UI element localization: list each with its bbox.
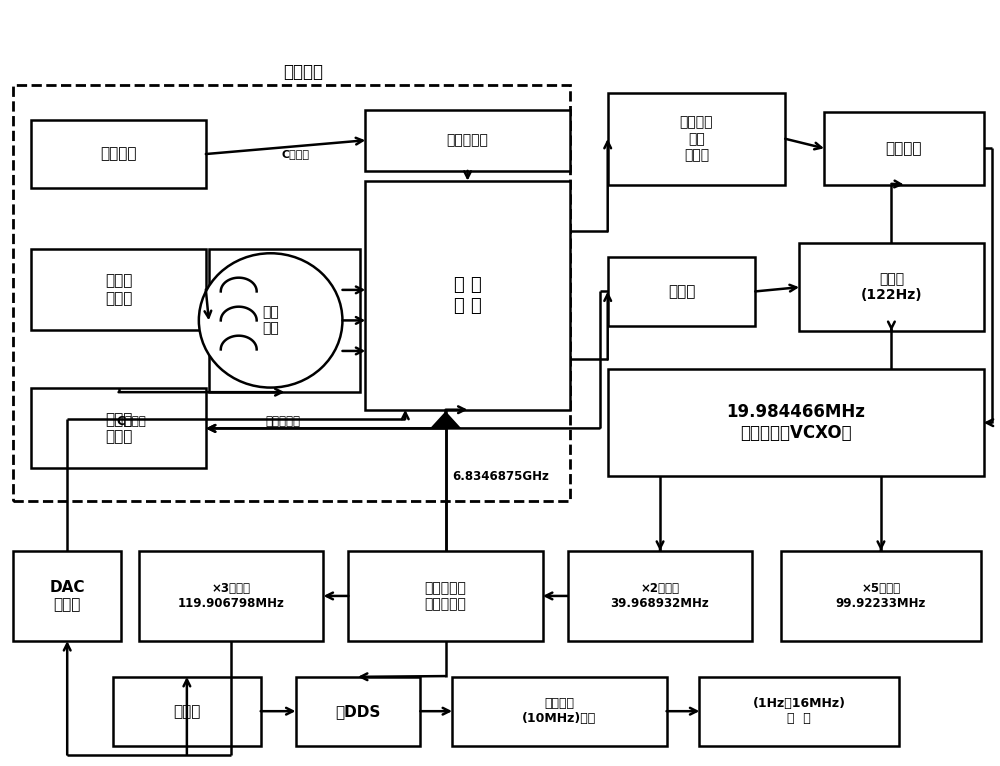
Bar xyxy=(365,181,570,410)
Bar xyxy=(365,110,570,171)
Text: 铷灯激
励电路: 铷灯激 励电路 xyxy=(105,273,132,306)
Bar xyxy=(113,677,261,745)
Bar xyxy=(452,677,667,745)
Polygon shape xyxy=(430,411,461,428)
Bar xyxy=(31,388,206,469)
Text: C场电流: C场电流 xyxy=(116,414,146,427)
Text: 同步鉴相: 同步鉴相 xyxy=(886,141,922,155)
Text: 控制器: 控制器 xyxy=(173,704,201,719)
Text: DAC
电流源: DAC 电流源 xyxy=(49,580,85,612)
Ellipse shape xyxy=(199,254,342,388)
Bar xyxy=(608,257,755,326)
Bar xyxy=(608,93,785,185)
Text: 铷光
谱灯: 铷光 谱灯 xyxy=(262,306,279,336)
Bar xyxy=(139,551,323,641)
Text: 6.8346875GHz: 6.8346875GHz xyxy=(452,470,549,483)
Text: 19.984466MHz
压控晶振（VCXO）: 19.984466MHz 压控晶振（VCXO） xyxy=(726,403,865,442)
Text: ×3倍频器
119.906798MHz: ×3倍频器 119.906798MHz xyxy=(178,582,285,610)
Text: 物理系统: 物理系统 xyxy=(283,63,323,80)
Text: 控温控制: 控温控制 xyxy=(100,146,137,162)
Text: 铷 吸
收 泡: 铷 吸 收 泡 xyxy=(454,276,481,315)
Text: 恒温控
制电路: 恒温控 制电路 xyxy=(105,412,132,444)
Bar xyxy=(296,677,420,745)
Text: (1Hz～16MHz)
输  出: (1Hz～16MHz) 输 出 xyxy=(753,697,846,725)
Text: 光电池: 光电池 xyxy=(668,284,695,299)
Bar xyxy=(568,551,752,641)
Bar xyxy=(31,119,206,188)
Bar xyxy=(13,85,570,501)
Bar xyxy=(781,551,981,641)
Bar xyxy=(209,249,360,392)
Bar xyxy=(348,551,543,641)
Bar xyxy=(13,551,121,641)
Bar xyxy=(799,244,984,331)
Text: 防跃二极管: 防跃二极管 xyxy=(266,414,301,427)
Text: 分频器
(122Hz): 分频器 (122Hz) xyxy=(861,272,922,303)
Text: 调制信号产
生与调相器: 调制信号产 生与调相器 xyxy=(425,581,467,611)
Text: 误差信号
前置
放大器: 误差信号 前置 放大器 xyxy=(680,116,713,162)
Text: ×2倍频器
39.968932MHz: ×2倍频器 39.968932MHz xyxy=(611,582,709,610)
Text: ×5倍频器
99.92233MHz: ×5倍频器 99.92233MHz xyxy=(836,582,926,610)
Bar xyxy=(608,369,984,476)
Text: 微波谐振腔: 微波谐振腔 xyxy=(447,133,489,147)
Text: 窄带滤波
(10MHz)输出: 窄带滤波 (10MHz)输出 xyxy=(522,697,596,725)
Text: 双DDS: 双DDS xyxy=(335,704,381,719)
Bar xyxy=(699,677,899,745)
Bar xyxy=(31,250,206,329)
Text: C场线圈: C场线圈 xyxy=(282,149,310,159)
Bar xyxy=(824,112,984,185)
